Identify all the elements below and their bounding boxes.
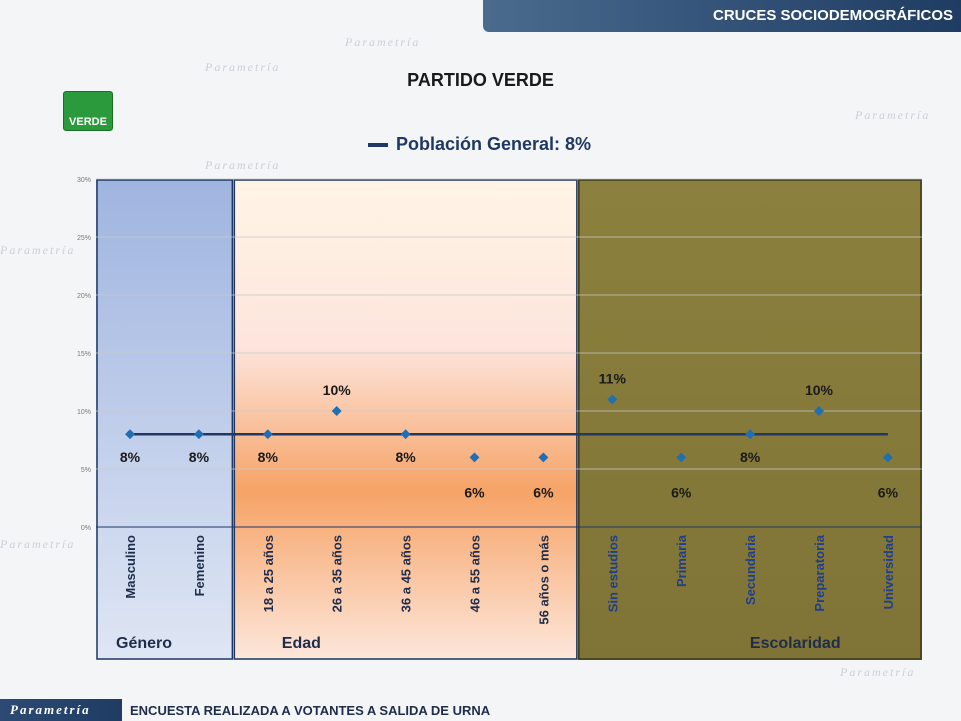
data-label: 10% bbox=[323, 382, 352, 398]
y-tick-label: 20% bbox=[77, 293, 91, 300]
data-point bbox=[745, 429, 756, 440]
footer-brand: Parametría bbox=[10, 702, 91, 717]
group-bands bbox=[96, 179, 922, 660]
data-labels: 8% 8% 8% 10% 8% 6% 6% 11% 6% 8% 10% 6% bbox=[120, 370, 899, 500]
x-tick-label: Preparatoria bbox=[812, 534, 827, 611]
data-point bbox=[882, 452, 893, 463]
data-point bbox=[331, 406, 342, 416]
x-tick-label: Femenino bbox=[192, 535, 207, 596]
footer-brand-bar: Parametría bbox=[0, 699, 122, 721]
group-labels: Género Edad Escolaridad bbox=[116, 635, 841, 652]
data-point bbox=[607, 394, 618, 405]
watermark-text: Parametría bbox=[205, 158, 281, 172]
group-label: Edad bbox=[282, 635, 321, 652]
group-label: Género bbox=[116, 635, 172, 652]
data-point bbox=[193, 429, 204, 440]
data-point bbox=[814, 406, 824, 416]
data-label: 11% bbox=[599, 370, 627, 386]
x-tick-label: 36 a 45 años bbox=[399, 535, 414, 612]
group-border-2 bbox=[578, 179, 922, 660]
party-logo: VERDE bbox=[63, 91, 113, 131]
legend-label: Población General: 8% bbox=[396, 134, 592, 154]
y-tick-label: 25% bbox=[77, 235, 91, 242]
data-point bbox=[538, 452, 549, 463]
data-label: 8% bbox=[189, 449, 210, 465]
footer-text: ENCUESTA REALIZADA A VOTANTES A SALIDA D… bbox=[130, 703, 491, 718]
y-tick-label: 30% bbox=[77, 177, 91, 184]
section-title: CRUCES SOCIODEMOGRÁFICOS bbox=[712, 7, 953, 24]
data-label: 6% bbox=[533, 484, 554, 500]
x-tick-label: Universidad bbox=[881, 535, 896, 609]
x-axis-labels: Masculino Femenino 18 a 25 años 26 a 35 año… bbox=[123, 534, 896, 624]
group-band-1 bbox=[233, 179, 578, 660]
logo-text: VERDE bbox=[69, 116, 107, 128]
group-border-1 bbox=[233, 179, 578, 660]
watermark-text: Parametría bbox=[205, 60, 281, 74]
x-tick-label: Sin estudios bbox=[605, 535, 620, 612]
group-label: Escolaridad bbox=[750, 635, 841, 652]
x-tick-label: 26 a 35 años bbox=[330, 535, 345, 612]
x-tick-label: Secundaria bbox=[743, 534, 758, 605]
x-tick-label: 18 a 25 años bbox=[261, 535, 276, 612]
x-tick-label: Primaria bbox=[674, 534, 689, 587]
x-tick-label: Masculino bbox=[123, 535, 138, 599]
group-border-0 bbox=[96, 179, 234, 660]
watermark-text: Parametría bbox=[840, 665, 916, 679]
data-point bbox=[469, 452, 480, 463]
x-tick-label: 46 a 55 años bbox=[468, 535, 483, 612]
data-label: 8% bbox=[258, 449, 279, 465]
y-axis: 0% 5% 10% 15% 20% 25% 30% bbox=[77, 177, 922, 532]
y-tick-label: 5% bbox=[81, 467, 91, 474]
data-label: 6% bbox=[671, 484, 692, 500]
y-tick-label: 10% bbox=[77, 409, 91, 416]
watermark-text: Parametría bbox=[0, 243, 76, 257]
y-tick-label: 15% bbox=[77, 351, 91, 358]
watermark-text: Parametría bbox=[0, 537, 76, 551]
chart-title: PARTIDO VERDE bbox=[407, 70, 554, 90]
data-label: 8% bbox=[395, 449, 416, 465]
data-label: 8% bbox=[120, 449, 141, 465]
data-label: 6% bbox=[878, 484, 899, 500]
legend-swatch bbox=[368, 143, 388, 148]
group-band-2 bbox=[577, 179, 922, 660]
y-tick-label: 0% bbox=[81, 525, 91, 532]
header-bar: CRUCES SOCIODEMOGRÁFICOS bbox=[483, 0, 961, 32]
data-point bbox=[400, 429, 411, 440]
data-points bbox=[125, 394, 893, 463]
watermark-text: Parametría bbox=[855, 108, 931, 122]
data-label: 6% bbox=[464, 484, 485, 500]
data-point bbox=[262, 429, 273, 440]
x-tick-label: 56 años o más bbox=[536, 535, 551, 625]
data-label: 10% bbox=[805, 382, 834, 398]
data-label: 8% bbox=[740, 449, 761, 465]
watermark-text: Parametría bbox=[345, 35, 421, 49]
data-point bbox=[676, 452, 687, 463]
legend: Población General: 8% bbox=[368, 134, 591, 155]
group-band-0 bbox=[96, 179, 234, 660]
